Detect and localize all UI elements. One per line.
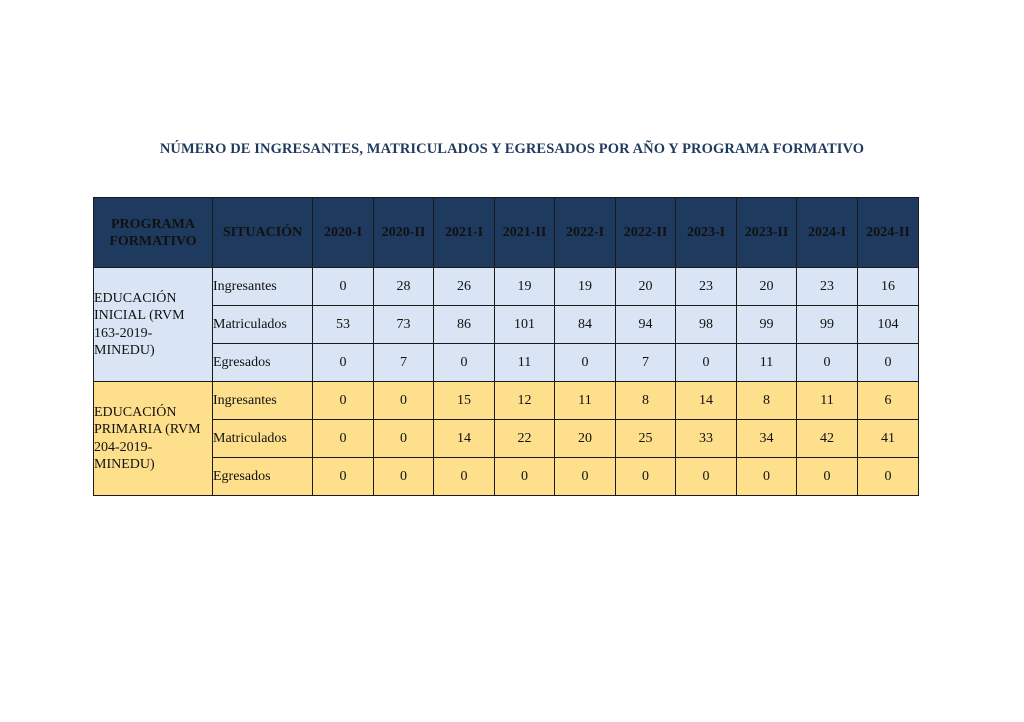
header-period: 2021-II [494,197,555,268]
value-cell: 11 [736,343,797,382]
program-name-cell: EDUCACIÓN INICIAL (RVM 163-2019-MINEDU) [93,267,213,382]
situation-cell: Ingresantes [212,381,313,420]
value-cell: 0 [373,381,434,420]
value-cell: 26 [433,267,495,306]
value-cell: 12 [494,381,555,420]
table-row: EDUCACIÓN INICIAL (RVM 163-2019-MINEDU) I… [93,267,919,382]
value-cell: 0 [615,457,676,496]
value-cell: 0 [312,343,374,382]
situation-cell: Egresados [212,457,313,496]
value-cell: 53 [312,305,374,344]
header-period: 2023-II [736,197,797,268]
value-cell: 99 [796,305,858,344]
value-cell: 8 [736,381,797,420]
value-cell: 0 [796,343,858,382]
value-cell: 0 [433,343,495,382]
situation-cell: Matriculados [212,305,313,344]
value-cell: 84 [554,305,616,344]
value-cell: 0 [857,457,919,496]
value-cell: 0 [736,457,797,496]
table-row: Egresados 0 7 0 11 0 7 0 11 0 0 [94,343,919,382]
value-cell: 11 [494,343,555,382]
value-cell: 7 [373,343,434,382]
program-name-cell: EDUCACIÓN PRIMARIA (RVM 204-2019-MINEDU) [93,381,213,496]
header-period: 2020-I [312,197,374,268]
value-cell: 0 [554,457,616,496]
value-cell: 0 [675,343,737,382]
header-period: 2020-II [373,197,434,268]
header-period: 2021-I [433,197,495,268]
document-title: NÚMERO DE INGRESANTES, MATRICULADOS Y EG… [159,141,865,157]
value-cell: 16 [857,267,919,306]
value-cell: 33 [675,419,737,458]
value-cell: 0 [312,419,374,458]
value-cell: 7 [615,343,676,382]
value-cell: 19 [494,267,555,306]
value-cell: 34 [736,419,797,458]
header-period: 2024-II [857,197,919,268]
value-cell: 0 [494,457,555,496]
value-cell: 0 [675,457,737,496]
value-cell: 23 [796,267,858,306]
value-cell: 14 [433,419,495,458]
value-cell: 28 [373,267,434,306]
value-cell: 19 [554,267,616,306]
value-cell: 0 [554,343,616,382]
header-period: 2024-I [796,197,858,268]
value-cell: 14 [675,381,737,420]
situation-cell: Egresados [212,343,313,382]
header-program: PROGRAMA FORMATIVO [93,197,213,268]
value-cell: 11 [554,381,616,420]
value-cell: 41 [857,419,919,458]
value-cell: 42 [796,419,858,458]
table-row: Matriculados 0 0 14 22 20 25 33 34 42 41 [94,419,919,458]
value-cell: 25 [615,419,676,458]
table-row: Matriculados 53 73 86 101 84 94 98 99 99 104 [94,305,919,344]
value-cell: 0 [312,457,374,496]
situation-cell: Ingresantes [212,267,313,306]
value-cell: 11 [796,381,858,420]
value-cell: 0 [433,457,495,496]
header-period: 2022-I [554,197,616,268]
value-cell: 20 [736,267,797,306]
value-cell: 0 [857,343,919,382]
value-cell: 0 [373,457,434,496]
value-cell: 22 [494,419,555,458]
value-cell: 8 [615,381,676,420]
value-cell: 94 [615,305,676,344]
table-row: Egresados 0 0 0 0 0 0 0 0 0 0 [94,457,919,496]
value-cell: 104 [857,305,919,344]
header-situation: SITUACIÓN [212,197,313,268]
header-row: PROGRAMA FORMATIVO SITUACIÓN 2020-I 2020… [93,197,919,268]
enrollment-table: PROGRAMA FORMATIVO SITUACIÓN 2020-I 2020… [93,197,919,496]
value-cell: 6 [857,381,919,420]
value-cell: 15 [433,381,495,420]
value-cell: 99 [736,305,797,344]
value-cell: 23 [675,267,737,306]
header-period: 2023-I [675,197,737,268]
value-cell: 0 [312,381,374,420]
value-cell: 20 [554,419,616,458]
table-row: EDUCACIÓN PRIMARIA (RVM 204-2019-MINEDU)… [93,381,919,496]
value-cell: 0 [796,457,858,496]
value-cell: 73 [373,305,434,344]
value-cell: 0 [312,267,374,306]
value-cell: 101 [494,305,555,344]
value-cell: 98 [675,305,737,344]
value-cell: 20 [615,267,676,306]
value-cell: 0 [373,419,434,458]
situation-cell: Matriculados [212,419,313,458]
header-period: 2022-II [615,197,676,268]
value-cell: 86 [433,305,495,344]
